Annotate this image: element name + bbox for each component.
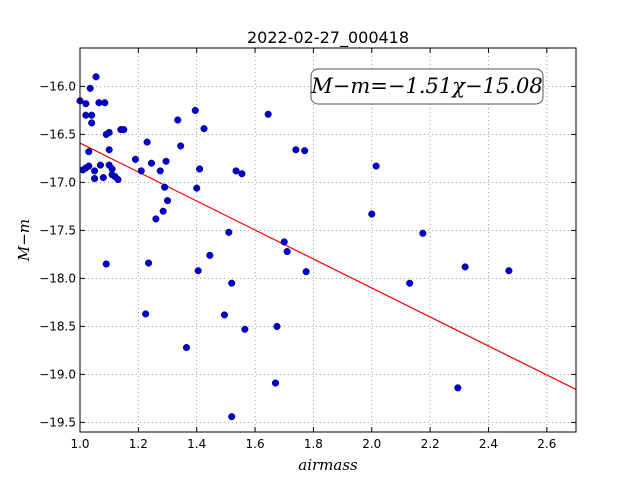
data-point (88, 111, 96, 119)
data-point (142, 310, 150, 318)
data-point (156, 167, 164, 175)
x-tick-label: 2.4 (479, 437, 498, 451)
data-point (162, 157, 170, 165)
data-point (191, 106, 199, 114)
data-point (238, 170, 246, 178)
data-point (137, 167, 145, 175)
y-tick-label: −16.0 (39, 79, 76, 93)
data-point (174, 116, 182, 124)
data-point (85, 162, 93, 170)
data-point (292, 146, 300, 154)
x-tick-label: 1.2 (129, 437, 148, 451)
data-point (86, 84, 94, 92)
data-point (302, 268, 310, 276)
data-points (76, 73, 513, 421)
data-point (228, 413, 236, 421)
y-tick-label: −19.5 (39, 415, 76, 429)
data-point (505, 267, 513, 275)
data-point (454, 384, 462, 392)
data-point (99, 174, 107, 182)
data-point (182, 343, 191, 352)
x-tick-label: 1.4 (187, 437, 206, 451)
x-tick-label: 1.0 (70, 437, 89, 451)
data-point (152, 215, 160, 223)
data-point (82, 100, 90, 108)
y-axis-label: M−m (15, 219, 33, 262)
plot-frame (79, 47, 577, 433)
data-point (301, 147, 309, 155)
data-point (161, 183, 169, 191)
y-tick-label: −18.0 (39, 271, 76, 285)
data-point (206, 251, 214, 259)
data-point (280, 238, 288, 246)
data-point (102, 260, 110, 268)
data-point (163, 197, 172, 205)
data-point (147, 159, 156, 167)
data-point (114, 175, 122, 184)
data-point (273, 322, 281, 330)
data-point (143, 138, 151, 146)
data-point (177, 142, 185, 150)
x-tick-label: 2.0 (362, 437, 381, 451)
data-point (92, 73, 100, 81)
data-point (120, 126, 128, 134)
x-tick-label: 1.6 (246, 437, 265, 451)
annotation-box (310, 68, 544, 105)
data-point (131, 155, 139, 163)
data-point (225, 228, 233, 236)
chart-title: 2022-02-27_000418 (247, 28, 409, 48)
x-axis-label: airmass (298, 456, 358, 474)
data-point (228, 279, 236, 287)
data-point (101, 99, 109, 107)
data-point (96, 161, 104, 169)
y-tick-label: −19.0 (39, 367, 76, 381)
data-point (271, 379, 280, 387)
data-point (91, 175, 99, 183)
data-point (264, 110, 272, 118)
axis-ticks: 1.0 1.2 1.4 1.6 1.8 2.0 2.2 2.4 2.6 −16.0 −16.5 −17… (39, 48, 576, 451)
y-tick-label: −16.5 (39, 127, 76, 141)
data-point (194, 267, 202, 275)
data-point (145, 259, 153, 267)
data-point (85, 148, 93, 156)
y-tick-label: −18.5 (39, 319, 76, 333)
data-point (406, 279, 414, 287)
data-point (283, 247, 291, 256)
data-point (105, 146, 113, 154)
data-point (232, 167, 240, 175)
y-tick-label: −17.0 (39, 175, 76, 189)
data-point (372, 162, 380, 170)
fit-annotation: M−m=−1.51χ−15.08 (310, 68, 544, 105)
data-point (419, 229, 427, 237)
data-point (91, 167, 99, 175)
data-point (88, 119, 96, 127)
data-point (368, 210, 376, 218)
data-point (159, 207, 167, 215)
data-point (241, 325, 249, 333)
x-tick-label: 2.6 (537, 437, 556, 451)
annotation-text: M−m=−1.51χ−15.08 (310, 74, 542, 98)
grid (79, 48, 576, 432)
y-tick-label: −17.5 (39, 223, 76, 237)
data-point (196, 165, 204, 173)
x-tick-label: 2.2 (421, 437, 440, 451)
data-point (461, 263, 469, 271)
data-point (193, 184, 201, 192)
data-point (200, 125, 208, 133)
x-tick-label: 1.8 (304, 437, 323, 451)
fit-line (79, 142, 577, 391)
data-point (220, 311, 228, 319)
data-point (105, 128, 113, 137)
